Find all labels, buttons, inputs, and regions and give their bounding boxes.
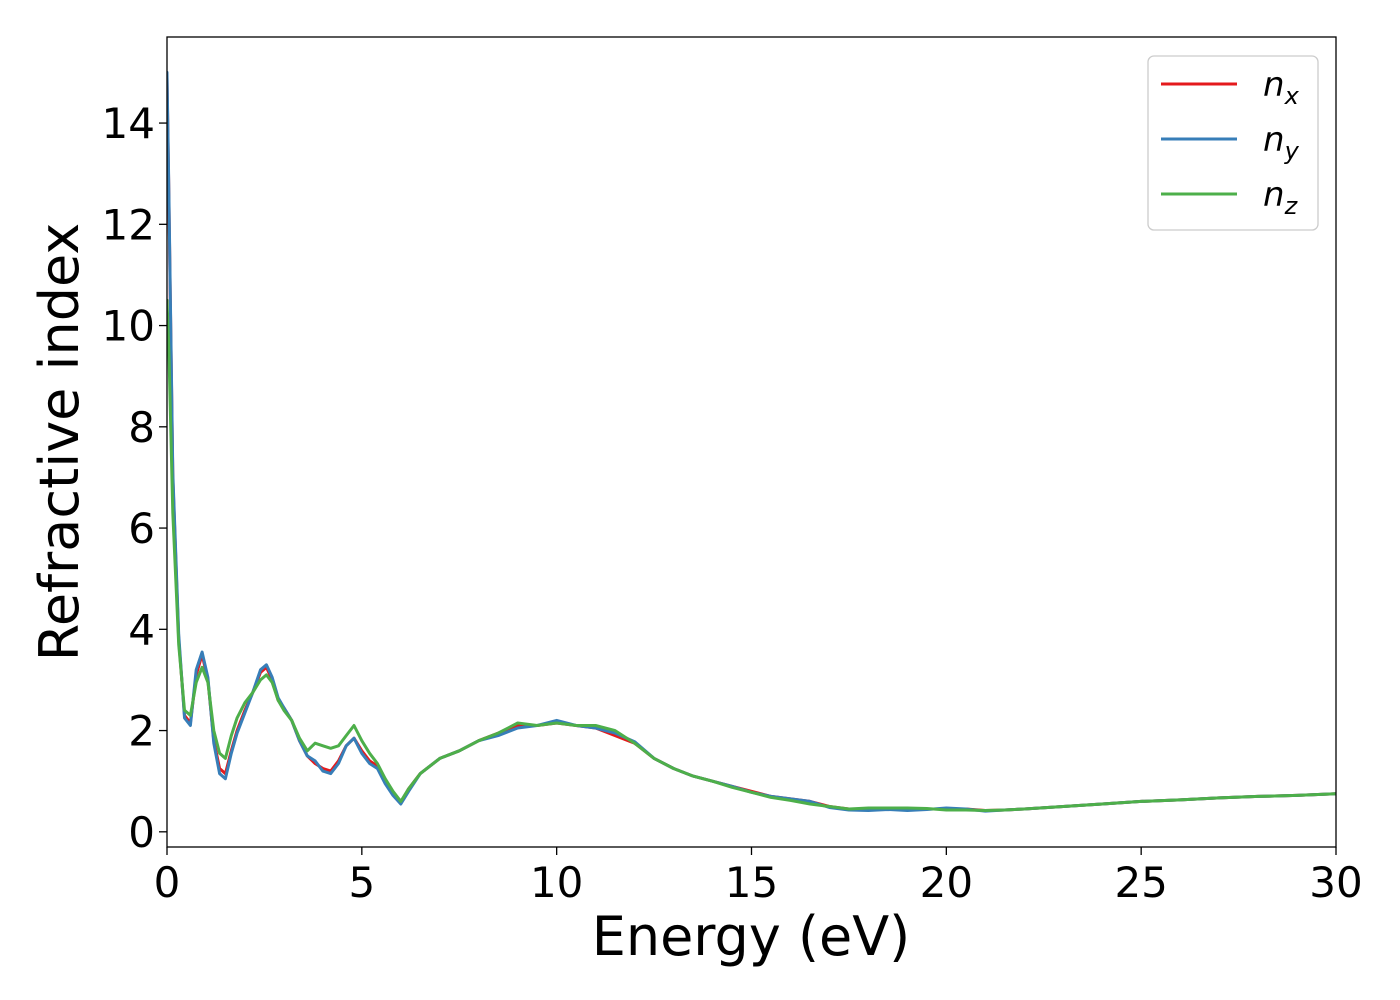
- legend-label: nz: [1263, 175, 1299, 220]
- x-axis-ticks: 0 5 10 15 20 25 30: [154, 847, 1363, 907]
- x-tick-label: 0: [154, 858, 181, 907]
- x-tick-label: 15: [725, 858, 778, 907]
- x-tick-label: 5: [348, 858, 375, 907]
- x-axis-title: Energy (eV): [592, 905, 911, 968]
- y-tick-label: 8: [128, 403, 155, 452]
- y-tick-label: 10: [102, 302, 155, 351]
- plot-background: [167, 37, 1336, 847]
- y-tick-label: 6: [128, 504, 155, 553]
- legend-label: ny: [1263, 120, 1300, 165]
- legend-label: nx: [1263, 65, 1300, 110]
- series-lines: [167, 70, 1336, 813]
- y-tick-label: 14: [102, 99, 155, 148]
- x-tick-label: 25: [1114, 858, 1167, 907]
- y-tick-label: 2: [128, 707, 155, 756]
- plot-frame: [166, 36, 1337, 848]
- y-axis-ticks: 0 2 4 6 8 10 12 14: [102, 99, 167, 857]
- y-tick-label: 4: [128, 605, 155, 654]
- y-tick-label: 12: [102, 200, 155, 249]
- x-tick-label: 30: [1309, 858, 1362, 907]
- series-line-n-z: [167, 298, 1336, 812]
- x-tick-label: 10: [530, 858, 583, 907]
- x-tick-label: 20: [920, 858, 973, 907]
- y-axis-title: Refractive index: [28, 223, 91, 662]
- legend-frame: [1147, 55, 1319, 231]
- legend: nx ny nz: [1147, 55, 1319, 231]
- y-tick-label: 0: [128, 808, 155, 857]
